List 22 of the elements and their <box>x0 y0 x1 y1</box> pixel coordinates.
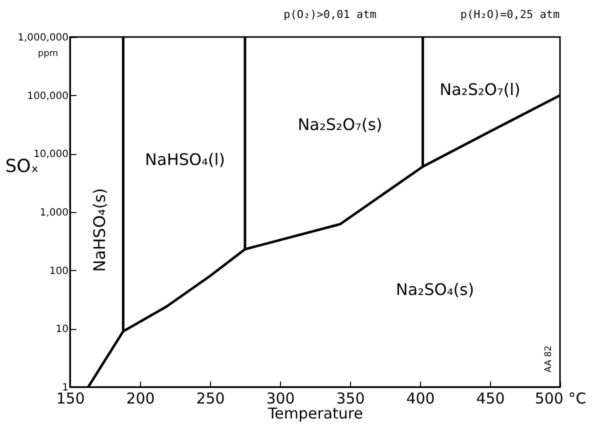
x-tick-label: 450 <box>476 390 505 408</box>
y-tick-label: 100,000 <box>27 90 68 102</box>
x-tick-label: 250 <box>196 390 225 408</box>
annotation: NaHSO₄(s) <box>90 188 109 272</box>
x-tick-label: 500 °C <box>534 390 586 408</box>
annotation: NaHSO₄(l) <box>145 150 225 169</box>
y-tick-label: 10 <box>56 324 68 336</box>
annotation: Na₂S₂O₇(l) <box>440 80 520 99</box>
annotation: Na₂S₂O₇(s) <box>298 115 382 134</box>
annotation: Na₂SO₄(s) <box>396 280 474 299</box>
text: ppm <box>38 49 58 59</box>
x-tick-label: 200 <box>126 390 155 408</box>
x-axis-title: Temperature <box>266 404 364 422</box>
x-tick-label: 400 <box>406 390 435 408</box>
text: p(H₂O)=0,25 atm <box>460 8 560 21</box>
y-tick-label: 1,000 <box>40 208 68 218</box>
text: p(O₂)>0,01 atm <box>284 8 377 21</box>
y-tick-label: 1,000,000 <box>18 32 68 44</box>
y-tick-label: 100 <box>49 266 68 277</box>
x-tick-label: 300 <box>266 390 295 408</box>
x-tick-label: 350 <box>336 390 365 408</box>
annotation: AA 82 <box>544 346 554 372</box>
